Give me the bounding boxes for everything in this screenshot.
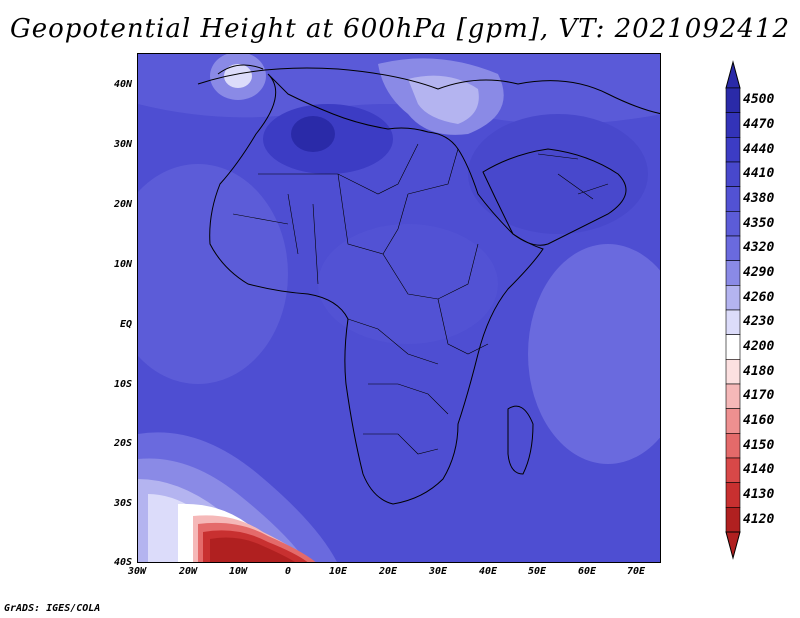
x-label-50e: 50E bbox=[527, 566, 547, 577]
colorbar-swatch bbox=[725, 507, 741, 533]
colorbar-label: 4500 bbox=[743, 92, 775, 108]
colorbar-swatch bbox=[725, 408, 741, 434]
colorbar-swatch bbox=[725, 309, 741, 335]
colorbar-swatch bbox=[725, 87, 741, 113]
field-iberia-white bbox=[224, 64, 252, 88]
y-label-20n: 20N bbox=[113, 199, 132, 210]
colorbar-label: 4290 bbox=[743, 265, 775, 280]
colorbar-label: 4350 bbox=[743, 215, 775, 231]
border-6 bbox=[347, 318, 439, 365]
colorbar-swatch bbox=[725, 211, 741, 237]
colorbar-swatch bbox=[725, 235, 741, 261]
colorbar-swatch bbox=[725, 433, 741, 459]
field-atlantic-light bbox=[138, 164, 288, 384]
field-med-lighter bbox=[408, 75, 479, 124]
x-label-10w: 10W bbox=[228, 566, 248, 577]
y-label-10s: 10S bbox=[113, 379, 132, 390]
colorbar-label: 4260 bbox=[743, 289, 775, 305]
colorbar-label: 4470 bbox=[743, 117, 775, 132]
x-label-30e: 30E bbox=[428, 566, 448, 577]
country-borders bbox=[232, 143, 609, 455]
x-label-70e: 70E bbox=[626, 566, 646, 577]
border-5 bbox=[437, 298, 489, 355]
colorbar-label: 4410 bbox=[743, 166, 775, 182]
colorbar-swatch bbox=[725, 137, 741, 163]
map-title: Geopotential Height at 600hPa [gpm], VT:… bbox=[9, 14, 791, 44]
y-label-30s: 30S bbox=[113, 498, 132, 509]
colorbar-label: 4440 bbox=[743, 141, 775, 157]
colorbar-swatch bbox=[725, 359, 741, 385]
colorbar-label: 4320 bbox=[743, 240, 775, 256]
colorbar-label: 4380 bbox=[743, 191, 775, 206]
field-trough-core bbox=[210, 537, 295, 562]
border-7 bbox=[368, 383, 449, 415]
border-10 bbox=[537, 153, 609, 200]
x-label-20e: 20E bbox=[378, 566, 398, 577]
colorbar-label: 4230 bbox=[743, 314, 775, 330]
colorbar-swatch bbox=[725, 482, 741, 508]
geopotential-field bbox=[138, 54, 660, 562]
y-label-10n: 10N bbox=[113, 259, 132, 270]
europe-coastline bbox=[197, 67, 660, 115]
x-label-10e: 10E bbox=[328, 566, 348, 577]
field-indian-light bbox=[528, 244, 660, 464]
arabia-coastline bbox=[482, 148, 627, 246]
colorbar-swatch bbox=[725, 285, 741, 311]
y-label-20s: 20S bbox=[113, 438, 132, 449]
colorbar-label: 4200 bbox=[743, 339, 775, 354]
y-label-40n: 40N bbox=[113, 79, 132, 90]
colorbar-swatch bbox=[725, 383, 741, 409]
colorbar-label: 4150 bbox=[743, 437, 775, 453]
iberia-coastline bbox=[217, 64, 264, 75]
x-label-0: 0 bbox=[284, 566, 292, 577]
colorbar-swatch bbox=[725, 334, 741, 360]
footer-credit: GrADS: IGES/COLA bbox=[4, 603, 101, 614]
colorbar-swatch bbox=[725, 186, 741, 212]
x-label-30w: 30W bbox=[127, 566, 147, 577]
field-central-dark bbox=[318, 224, 498, 344]
colorbar-top-arrow bbox=[725, 60, 741, 89]
field-sahara-darkest bbox=[291, 116, 335, 152]
y-label-eq: EQ bbox=[119, 319, 132, 330]
colorbar-label: 4140 bbox=[743, 462, 775, 478]
colorbar-label: 4180 bbox=[743, 363, 775, 379]
colorbar-bottom-arrow bbox=[725, 531, 741, 560]
x-label-20w: 20W bbox=[178, 566, 198, 577]
colorbar-swatch bbox=[725, 457, 741, 483]
x-label-60e: 60E bbox=[577, 566, 597, 577]
colorbar-swatch bbox=[725, 260, 741, 286]
colorbar-label: 4120 bbox=[743, 511, 775, 527]
colorbar-label: 4130 bbox=[743, 487, 775, 502]
border-9 bbox=[232, 193, 319, 285]
y-label-40s: 40S bbox=[113, 557, 132, 568]
africa-coastline bbox=[209, 73, 544, 505]
colorbar-label: 4170 bbox=[743, 388, 775, 404]
x-label-40e: 40E bbox=[478, 566, 498, 577]
colorbar bbox=[725, 60, 741, 560]
border-3 bbox=[407, 148, 459, 195]
border-1 bbox=[258, 143, 419, 195]
madagascar-coastline bbox=[507, 405, 534, 475]
coastlines bbox=[197, 64, 660, 505]
colorbar-swatch bbox=[725, 161, 741, 187]
y-label-30n: 30N bbox=[113, 139, 132, 150]
colorbar-swatch bbox=[725, 112, 741, 138]
border-8 bbox=[363, 433, 439, 455]
map-panel bbox=[137, 53, 661, 563]
colorbar-label: 4160 bbox=[743, 413, 775, 428]
